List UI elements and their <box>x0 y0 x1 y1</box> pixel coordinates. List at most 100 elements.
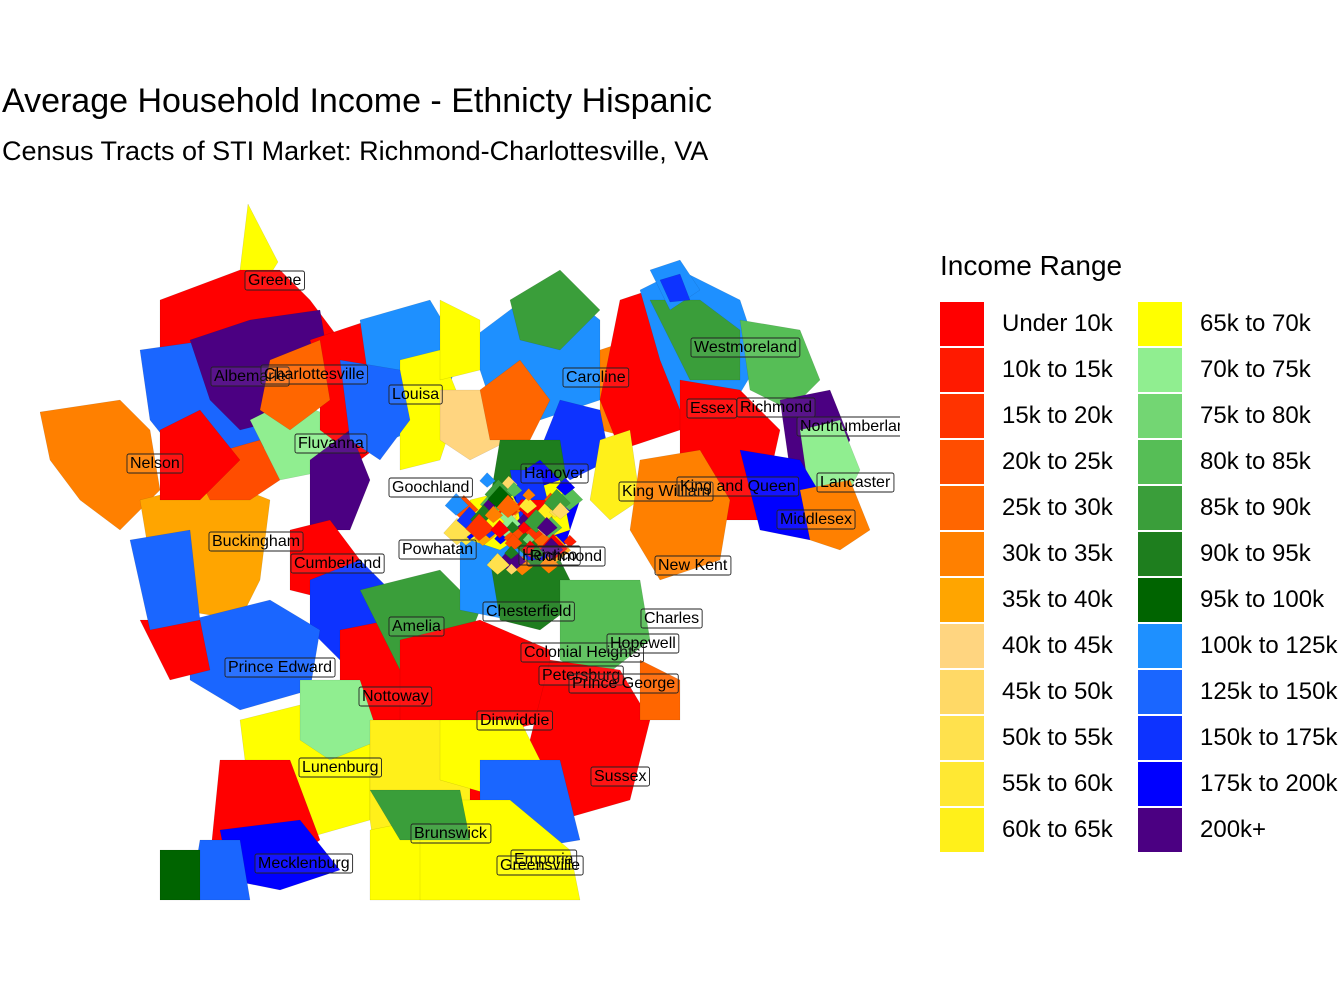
county-label-box <box>520 642 644 663</box>
census-tract <box>649 299 741 381</box>
county-name: Emporia <box>514 851 574 868</box>
census-tract <box>551 502 570 520</box>
legend-item: 40k to 45k <box>940 624 1140 668</box>
legend-swatch <box>940 394 984 438</box>
legend-swatch <box>940 348 984 392</box>
legend-label: 60k to 65k <box>1002 816 1113 843</box>
county-name: Chesterfield <box>486 603 571 620</box>
legend-label: 125k to 150k <box>1200 678 1338 705</box>
legend-title: Income Range <box>940 250 1123 281</box>
county-label: Emporia <box>510 849 578 870</box>
county-label: Cumberland <box>290 553 385 574</box>
county-label-box <box>568 673 679 694</box>
county-label-box <box>388 477 473 498</box>
legend-item: 80k to 85k <box>1138 440 1338 484</box>
county-label-box <box>244 270 305 291</box>
legend-swatch <box>940 532 984 576</box>
legend-label: 95k to 100k <box>1200 586 1325 613</box>
county-label-box <box>640 608 703 629</box>
county-name: Hanover <box>524 465 585 482</box>
county-name: Nottoway <box>362 688 429 705</box>
census-tract <box>505 563 518 575</box>
census-tract <box>259 339 331 431</box>
county-label-box <box>388 616 445 637</box>
census-tract <box>639 659 681 721</box>
legend-label: 15k to 20k <box>1002 402 1113 429</box>
census-tract <box>518 496 538 514</box>
legend-item: 175k to 200k <box>1138 762 1338 806</box>
legend-item: 60k to 65k <box>940 808 1140 852</box>
legend-label: 10k to 15k <box>1002 356 1113 383</box>
map-subtitle: Census Tracts of STI Market: Richmond-Ch… <box>2 136 709 166</box>
legend-item: 65k to 70k <box>1138 302 1338 346</box>
county-name: Goochland <box>392 479 469 496</box>
county-name: Westmoreland <box>694 339 797 356</box>
county-label: Northumberland <box>796 416 900 437</box>
legend-swatch <box>1138 394 1182 438</box>
legend-swatch <box>940 670 984 714</box>
census-tract <box>479 359 551 441</box>
census-tract <box>479 472 496 488</box>
legend-item: 20k to 25k <box>940 440 1140 484</box>
county-label: Greensville <box>496 855 584 876</box>
county-label: New Kent <box>654 555 732 576</box>
census-tract <box>509 269 601 351</box>
census-tract <box>555 477 576 496</box>
census-tract <box>369 789 471 841</box>
choropleth-map: Greene Albemarle Charlottesville Louisa Fluv… <box>40 200 900 910</box>
county-label: Fluvanna <box>294 433 368 454</box>
legend-swatch <box>1138 670 1182 714</box>
county-label: Powhatan <box>398 539 477 560</box>
census-tract <box>490 519 510 539</box>
legend-item: 125k to 150k <box>1138 670 1338 714</box>
census-tract <box>439 299 481 381</box>
county-label-box <box>126 453 184 474</box>
county-label: Richmond <box>736 397 816 418</box>
county-label: Amelia <box>388 616 445 637</box>
county-name: Lunenburg <box>302 759 379 776</box>
county-label-box <box>388 384 443 405</box>
county-name: Charlottesville <box>264 366 365 383</box>
county-name: Amelia <box>392 618 441 635</box>
legend-item: 100k to 125k <box>1138 624 1338 668</box>
county-name: Colonial Heights <box>524 644 641 661</box>
legend-swatch <box>1138 440 1182 484</box>
county-name: Brunswick <box>414 825 488 842</box>
county-label-box <box>298 757 382 778</box>
legend-item: 50k to 55k <box>940 716 1140 760</box>
county-label-box <box>210 366 290 387</box>
legend-item: 150k to 175k <box>1138 716 1338 760</box>
county-label: Essex <box>686 398 738 419</box>
county-name: Sussex <box>594 768 646 785</box>
legend-item: 35k to 40k <box>940 578 1140 622</box>
legend-swatch <box>940 486 984 530</box>
county-label-box <box>482 601 575 622</box>
county-label-box <box>496 855 584 876</box>
county-label: Buckingham <box>208 531 304 552</box>
legend-swatch <box>940 762 984 806</box>
census-tract <box>465 513 495 542</box>
legend-label: 65k to 70k <box>1200 310 1311 337</box>
county-label: Westmoreland <box>690 337 801 358</box>
legend-item: 70k to 75k <box>1138 348 1338 392</box>
county-name: Powhatan <box>402 541 473 558</box>
county-label: Caroline <box>562 367 630 388</box>
county-label: Sussex <box>590 766 650 787</box>
legend-label: 175k to 200k <box>1200 770 1338 797</box>
legend-swatch <box>1138 762 1182 806</box>
legend-item: 45k to 50k <box>940 670 1140 714</box>
legend-swatch <box>1138 578 1182 622</box>
county-name: Buckingham <box>212 533 300 550</box>
county-label-box <box>224 657 336 678</box>
county-name: Petersburg <box>542 667 620 684</box>
county-label-box <box>208 531 304 552</box>
county-label-box <box>398 539 477 560</box>
county-label-box <box>690 337 801 358</box>
census-tract <box>496 494 522 519</box>
county-label-box <box>410 823 492 844</box>
county-name: Fluvanna <box>298 435 364 452</box>
census-tract <box>506 521 520 534</box>
county-name: Greene <box>248 272 301 289</box>
legend-item: 30k to 35k <box>940 532 1140 576</box>
